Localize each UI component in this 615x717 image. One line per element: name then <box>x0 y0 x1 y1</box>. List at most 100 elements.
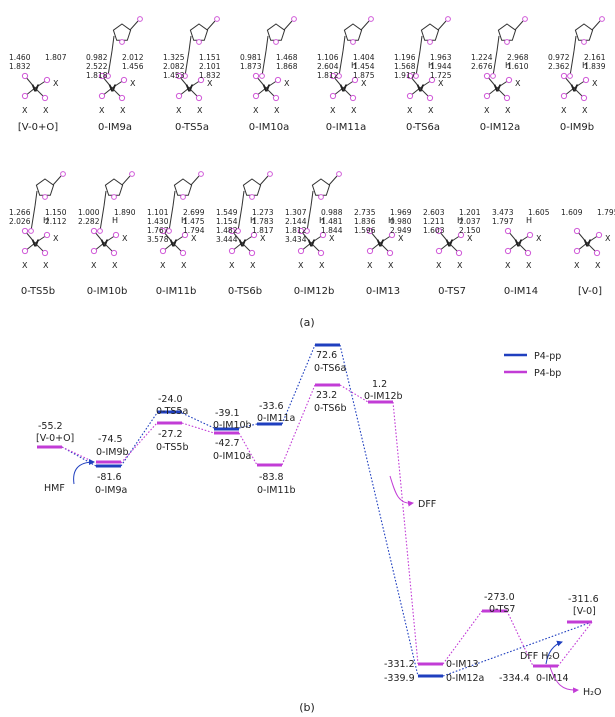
linker-oxygen <box>182 73 188 79</box>
aldehyde-oxygen <box>599 16 605 22</box>
bond-distance: 1.868 <box>276 62 298 71</box>
oxygen-atom <box>181 231 189 239</box>
x-group: X <box>53 79 59 88</box>
linker-oxygen <box>413 73 419 79</box>
furan-ring <box>343 23 363 41</box>
oxygen-atom <box>386 249 394 257</box>
aldehyde-bond <box>259 175 269 186</box>
bond-distance: 3.473 <box>492 208 514 217</box>
bond-distance: 0.972 <box>548 53 570 62</box>
name-IM9a: 0-IM9a <box>95 485 127 496</box>
bond-distance: 1.106 <box>317 53 339 62</box>
oxygen-atom <box>366 247 374 255</box>
vanadium-atom: V <box>170 239 178 250</box>
ch2-bond <box>172 190 176 207</box>
linker-oxygen <box>490 73 496 79</box>
furan-oxygen <box>318 194 324 200</box>
furan-ring <box>35 178 55 196</box>
oxygen-atom <box>175 92 183 100</box>
bond-distance: 2.112 <box>45 217 67 226</box>
oxygen-atom <box>483 92 491 100</box>
x-group: X <box>298 261 304 270</box>
hydrogen-atom: H <box>505 61 511 70</box>
bond-distance: 1.963 <box>430 53 452 62</box>
oxygen-atom <box>21 227 29 235</box>
aldehyde-oxygen <box>368 16 374 22</box>
x-group: X <box>582 106 588 115</box>
bond-distance: 1.154 <box>216 217 238 226</box>
bond-distance: 1.273 <box>252 208 274 217</box>
bond-distance: 2.150 <box>459 226 481 235</box>
vanadium-atom: V <box>515 239 523 250</box>
x-group: X <box>99 106 105 115</box>
bond-distance: 1.844 <box>321 226 343 235</box>
aldehyde-oxygen <box>137 16 143 22</box>
aldehyde-bond <box>129 20 139 31</box>
x-group: X <box>407 106 413 115</box>
bond-distance: 1.453 <box>163 71 185 80</box>
bond-distance: 1.969 <box>390 208 412 217</box>
ch2-bond <box>342 35 346 52</box>
value-IM13: -331.2 <box>384 659 415 670</box>
aldehyde-oxygen <box>445 16 451 22</box>
structure-name: 0-TS5b <box>21 286 55 297</box>
name-IM12a: 0-IM12a <box>446 673 484 684</box>
bond-distance: 1.944 <box>430 62 452 71</box>
x-group: X <box>130 79 136 88</box>
x-group: X <box>515 79 521 88</box>
oxygen-atom <box>593 249 601 257</box>
linker-oxygen <box>97 228 103 234</box>
oxygen-atom <box>595 231 603 239</box>
furan-ring <box>112 23 132 41</box>
link-bond <box>184 50 190 77</box>
aldehyde-bond <box>121 175 131 186</box>
bond-distance: 1.000 <box>78 208 100 217</box>
x-group: X <box>367 261 373 270</box>
oxygen-atom <box>41 94 49 102</box>
oxygen-atom <box>504 227 512 235</box>
value-IM12a: -339.9 <box>384 673 415 684</box>
bond-distance: 2.603 <box>423 208 445 217</box>
oxygen-atom <box>366 227 374 235</box>
furan-ring <box>574 23 594 41</box>
bond-distance: 1.603 <box>423 226 445 235</box>
bond-distance: 1.836 <box>354 217 376 226</box>
aldehyde-bond <box>283 20 293 31</box>
oxygen-atom <box>573 227 581 235</box>
structure-name: 0-IM11b <box>156 286 197 297</box>
value-V0O: -55.2 <box>38 421 63 432</box>
x-group: X <box>505 261 511 270</box>
structure-name: 0-TS5a <box>175 122 209 133</box>
bond-distance: 2.699 <box>183 208 205 217</box>
oxygen-atom <box>406 72 414 80</box>
hydrogen-atom: H <box>388 216 394 225</box>
oxygen-atom <box>526 231 534 239</box>
aldehyde-bond <box>437 20 447 31</box>
oxygen-atom <box>21 92 29 100</box>
name-IM10b: 0-IM10b <box>213 420 252 431</box>
value-IM10b: -39.1 <box>215 408 240 419</box>
oxygen-atom <box>21 72 29 80</box>
oxygen-atom <box>406 92 414 100</box>
ch2-bond <box>496 35 500 52</box>
link-bond <box>569 50 575 77</box>
x-group: X <box>91 261 97 270</box>
oxygen-atom <box>455 249 463 257</box>
bp-connectors <box>61 384 593 667</box>
value-IM11a: -33.6 <box>259 401 284 412</box>
value-IM12b: 1.2 <box>372 379 387 390</box>
bond-distance: 1.873 <box>240 62 262 71</box>
oxygen-atom <box>505 76 513 84</box>
ch2-bond <box>103 190 107 207</box>
bond-distance: 2.012 <box>122 53 144 62</box>
oxygen-atom <box>112 231 120 239</box>
oxygen-atom <box>120 76 128 84</box>
name-TS6b: 0-TS6b <box>314 403 347 414</box>
furan-oxygen <box>273 39 279 45</box>
linker-oxygen <box>166 228 172 234</box>
x-group: X <box>176 106 182 115</box>
bond-distance: 1.460 <box>9 53 31 62</box>
bond-distance: 1.605 <box>528 208 550 217</box>
furan-oxygen <box>350 39 356 45</box>
